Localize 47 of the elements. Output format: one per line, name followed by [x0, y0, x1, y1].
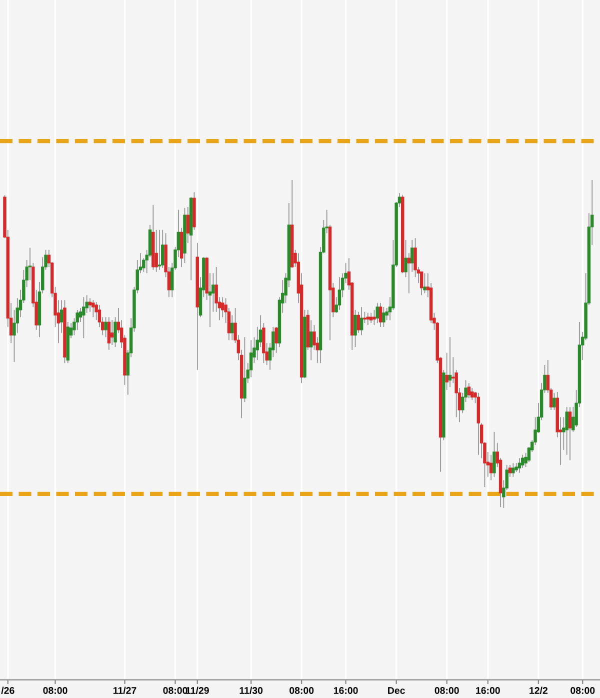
x-tick-label: 11/30: [240, 686, 263, 694]
x-tick-label: 16:00: [334, 687, 358, 694]
candlestick: [382, 306, 386, 328]
candlestick: [338, 276, 342, 310]
candlestick: [423, 272, 426, 294]
x-tick-label: 11/29: [186, 686, 209, 694]
x-tick-label: Dec: [388, 687, 405, 694]
x-tick-label: 12/2: [530, 686, 548, 694]
x-tick-label: 08:00: [43, 687, 68, 694]
candlestick: [448, 336, 452, 388]
candlestick: [518, 458, 522, 474]
candlestick: [366, 312, 370, 326]
candlestick: [360, 306, 364, 336]
x-tick-label: 08:00: [163, 687, 188, 694]
candlestick: [158, 229, 162, 270]
candlestick: [489, 454, 493, 481]
x-tick-label: 08:00: [570, 687, 595, 694]
candlestick: [274, 326, 278, 354]
candlestick: [407, 252, 411, 294]
candlestick: [107, 316, 111, 350]
candlestick: [378, 302, 382, 328]
candlestick: [376, 302, 379, 324]
x-tick-label: 11/27: [113, 686, 136, 694]
candlestick: [309, 320, 313, 361]
candlestick: [104, 316, 108, 338]
x-tick-label: /26: [1, 686, 14, 694]
candlestick: [243, 336, 246, 402]
candlestick: [110, 320, 114, 346]
candlestick: [161, 229, 164, 268]
candlestick: [467, 382, 471, 399]
candlestick: [552, 392, 556, 410]
candlestick: [420, 271, 424, 296]
candlestick: [230, 314, 234, 341]
candlestick: [354, 310, 357, 348]
x-tick-label: 08:00: [290, 687, 314, 694]
candlestick: [82, 296, 86, 339]
candlestick: [92, 300, 95, 318]
candlestick: [154, 229, 158, 272]
candlestick: [512, 462, 515, 478]
candlestick: [186, 206, 190, 244]
x-tick-label: 08:00: [434, 687, 459, 694]
candlestick: [492, 432, 496, 478]
x-tick-label: 16:00: [476, 687, 500, 694]
candlestick: [568, 406, 572, 461]
candlestick: [363, 311, 366, 324]
candlestick: [356, 311, 360, 334]
candlestick: [369, 312, 373, 324]
